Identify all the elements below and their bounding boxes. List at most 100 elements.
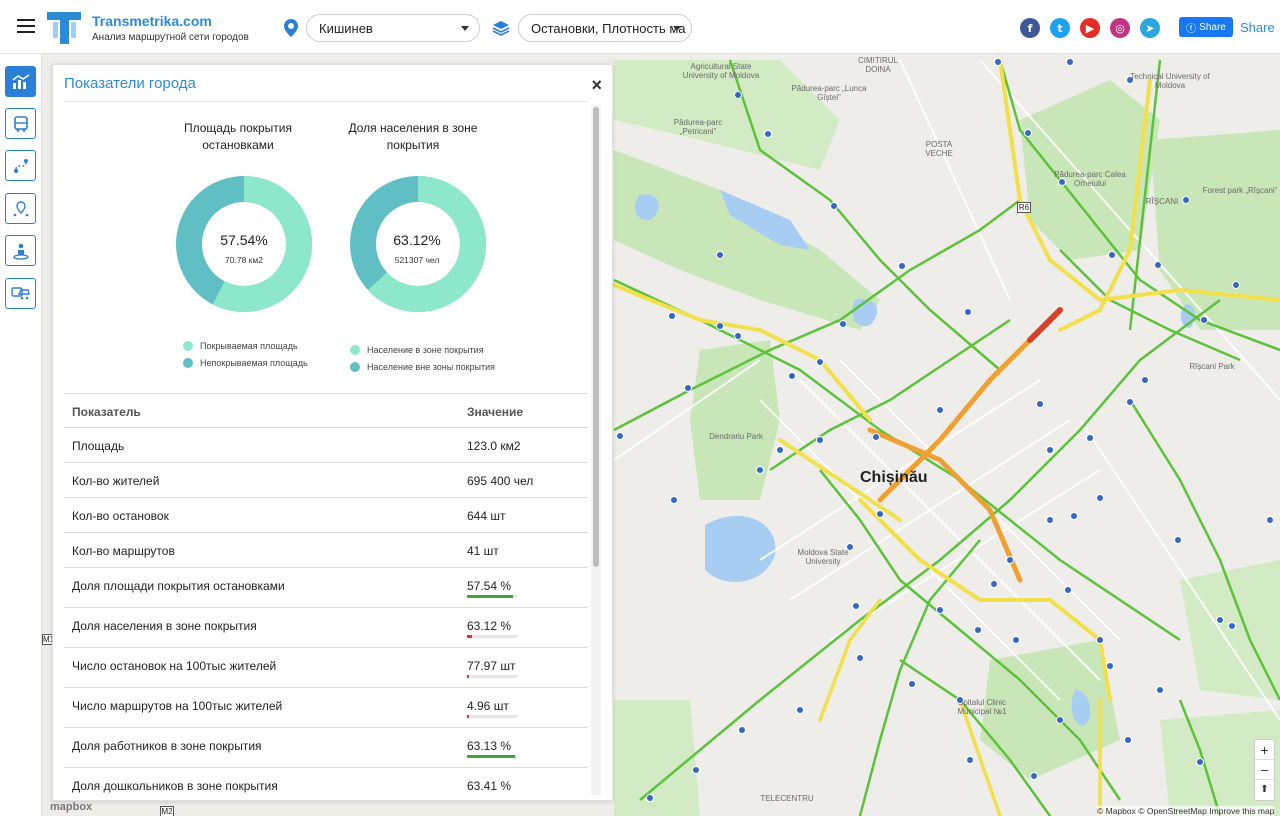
map-label-calea-orheiului: Pădurea-parc Calea Orheiului [1054,170,1126,188]
share-link[interactable]: Share [1240,20,1275,35]
bus-icon [13,115,28,132]
close-icon[interactable]: × [591,75,602,95]
progress-bar [467,595,517,598]
column-header-value[interactable]: Значение [467,405,524,419]
city-stats-panel: Показатели города × Площадь покрытия ост… [52,64,613,801]
row-label: Кол-во остановок [72,509,169,523]
donut-slice-covered[interactable] [350,176,486,312]
zoom-control: + − ⬆ [1254,739,1275,801]
row-value: 41 шт [467,544,499,558]
legend-swatch [183,341,193,351]
legend-label: Население в зоне покрытия [367,345,484,355]
map-label-petricani: Pădurea-parc „Petricani” [673,118,723,136]
donut-center-subvalue: 521307 чел [394,255,440,265]
legend-swatch [183,358,193,368]
share-button-label: Share [1199,21,1226,33]
sidebar-item-stops[interactable] [5,193,36,224]
progress-bar-fill [467,755,515,758]
map-label-riscani-park: Rîșcani Park [1189,362,1235,371]
twitter-icon[interactable]: t [1050,18,1070,38]
chevron-down-icon [673,26,681,31]
progress-bar-fill [467,595,513,598]
row-value: 63.41 % [467,779,512,793]
stop-pin-icon [13,200,28,216]
progress-bar [467,755,517,758]
layers-select-value: Остановки, Плотность ма [531,21,686,36]
row-value: 4.96 шт [467,699,509,713]
map-label-university: Agricultural State University of Moldova [682,62,760,80]
chart-title-line: Площадь покрытия [184,121,292,135]
sidebar-item-route-path[interactable] [5,150,36,181]
progress-bar-fill [467,675,469,678]
map-attribution[interactable]: © Mapbox © OpenStreetMap Improve this ma… [1097,806,1275,816]
table-row: Доля населения в зоне покрытия 63.12 % [64,608,588,648]
progress-bar [467,715,517,718]
row-value: 644 шт [467,509,506,523]
chart-title-area: Площадь покрытия остановками [155,120,321,154]
zoom-in-button[interactable]: + [1255,740,1274,760]
column-header-indicator[interactable]: Показатель [72,405,141,419]
map-label-technical-university: Technical University of Moldova [1130,72,1210,90]
compass-button[interactable]: ⬆ [1260,784,1269,795]
donut-center-value: 63.12% [393,232,441,248]
sidebar-item-stats[interactable] [5,66,36,97]
row-label: Число остановок на 100тыс жителей [72,659,277,673]
layers-select[interactable]: Остановки, Плотность ма [518,14,692,42]
instagram-icon[interactable]: ◎ [1110,18,1130,38]
legend-label: Непокрываемая площадь [200,358,308,368]
table-row: Число маршрутов на 100тыс жителей 4.96 шт [64,688,588,728]
map-label-spitalul: Spitalul Clinic Municipal №1 [957,698,1007,716]
scrollbar-thumb[interactable] [593,107,599,567]
chart-title-line: Доля населения в зоне [348,121,478,135]
table-row: Кол-во остановок 644 шт [64,498,588,533]
row-label: Доля площади покрытия остановками [72,579,285,593]
row-value: 63.12 % [467,619,512,633]
map-label-dendrariu: Dendrariu Park [709,432,763,441]
facebook-icon: ⓕ [1186,23,1197,35]
city-select-value: Кишинев [319,21,373,36]
donut-center-value: 57.54% [220,232,268,248]
map-label-posta-veche: POSTA VECHE [925,140,953,158]
table-row: Доля дошкольников в зоне покрытия 63.41 % [64,768,588,800]
car-bus-icon [10,286,30,299]
chart-title-population: Доля населения в зоне покрытия [333,120,493,154]
legend-item: Население вне зоны покрытия [350,362,498,372]
progress-bar [467,635,517,638]
donut-chart-area [176,176,312,312]
chart-title-line: покрытия [386,138,440,152]
table-row: Кол-во жителей 695 400 чел [64,463,588,498]
map-label-lunca-gistei: Pădurea-parc „Lunca Gîștei” [791,84,867,102]
city-select[interactable]: Кишинев [306,14,480,42]
app-header: Transmetrika.com Анализ маршрутной сети … [0,0,1280,54]
facebook-share-button[interactable]: ⓕ Share [1179,17,1233,37]
legend-label: Покрываемая площадь [200,341,298,351]
table-header: Показатель Значение [64,393,588,428]
zoom-out-button[interactable]: − [1255,760,1274,780]
table-body: Площадь 123.0 км2 Кол-во жителей 695 400 че… [64,428,588,800]
map-label-doina: CIMITIRUL DOINA [858,56,898,74]
progress-bar [467,675,517,678]
menu-icon[interactable] [17,19,35,33]
divider [64,101,588,102]
map-graphics [612,58,1280,816]
youtube-icon[interactable]: ▶ [1080,18,1100,38]
telegram-icon[interactable]: ➤ [1140,18,1160,38]
brand-title[interactable]: Transmetrika.com [92,13,212,29]
table-row: Доля работников в зоне покрытия 63.13 % [64,728,588,768]
table-row: Площадь 123.0 км2 [64,428,588,463]
legend-label: Население вне зоны покрытия [367,362,496,372]
logo[interactable] [47,10,81,44]
progress-bar-fill [467,635,472,638]
donut-slice-covered[interactable] [176,176,312,312]
facebook-icon[interactable]: f [1020,18,1040,38]
brand[interactable]: Transmetrika.com Анализ маршрутной сети … [92,13,249,43]
sidebar-item-vehicles[interactable] [5,278,36,309]
map-city-label: Chișinău [860,469,928,486]
donut-chart-population [350,176,486,312]
chevron-down-icon [461,26,469,31]
panel-scrollbar[interactable] [591,105,601,795]
sidebar-item-population[interactable] [5,235,36,266]
sidebar-item-routes[interactable] [5,108,36,139]
mapbox-logo[interactable]: mapbox [50,801,93,813]
row-label: Доля работников в зоне покрытия [72,739,262,753]
